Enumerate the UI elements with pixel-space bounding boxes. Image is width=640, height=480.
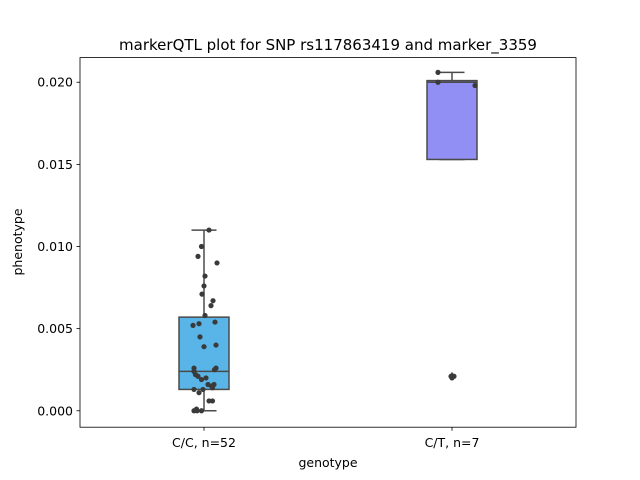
data-point xyxy=(449,375,454,380)
data-point xyxy=(196,321,201,326)
data-point xyxy=(199,244,204,249)
y-tick-label: 0.015 xyxy=(37,157,73,172)
data-point xyxy=(208,303,213,308)
data-point xyxy=(190,323,195,328)
data-point xyxy=(201,283,206,288)
data-point xyxy=(201,344,206,349)
data-point xyxy=(435,70,440,75)
data-point xyxy=(196,390,201,395)
data-point xyxy=(194,408,199,413)
y-axis: 0.000 0.005 0.010 0.015 0.020 xyxy=(37,75,80,419)
data-point xyxy=(203,375,208,380)
data-point xyxy=(200,387,205,392)
data-point xyxy=(206,227,211,232)
data-point xyxy=(472,83,477,88)
data-point xyxy=(214,260,219,265)
data-point xyxy=(210,398,215,403)
data-point xyxy=(199,377,204,382)
axes-frame xyxy=(80,58,576,428)
x-axis: C/C, n=52 C/T, n=7 xyxy=(172,427,479,450)
data-point xyxy=(210,298,215,303)
data-point xyxy=(211,382,216,387)
y-axis-title: phenotype xyxy=(10,208,25,275)
box-iqr xyxy=(427,81,477,160)
y-tick-label: 0.010 xyxy=(37,239,73,254)
x-tick-label: C/T, n=7 xyxy=(425,435,480,450)
y-tick-label: 0.000 xyxy=(37,403,73,418)
data-point xyxy=(199,292,204,297)
chart-title: markerQTL plot for SNP rs117863419 and m… xyxy=(119,36,537,55)
data-point xyxy=(202,273,207,278)
y-tick-label: 0.020 xyxy=(37,75,73,90)
data-point xyxy=(212,367,217,372)
data-point xyxy=(435,80,440,85)
x-axis-title: genotype xyxy=(298,455,357,470)
data-point xyxy=(191,387,196,392)
x-tick-label: C/C, n=52 xyxy=(172,435,236,450)
plot-area xyxy=(80,58,576,428)
data-point xyxy=(195,254,200,259)
data-point xyxy=(199,408,204,413)
data-point xyxy=(191,365,196,370)
data-point xyxy=(202,313,207,318)
data-point xyxy=(212,319,217,324)
data-point xyxy=(197,334,202,339)
data-point xyxy=(213,342,218,347)
y-tick-label: 0.005 xyxy=(37,321,73,336)
